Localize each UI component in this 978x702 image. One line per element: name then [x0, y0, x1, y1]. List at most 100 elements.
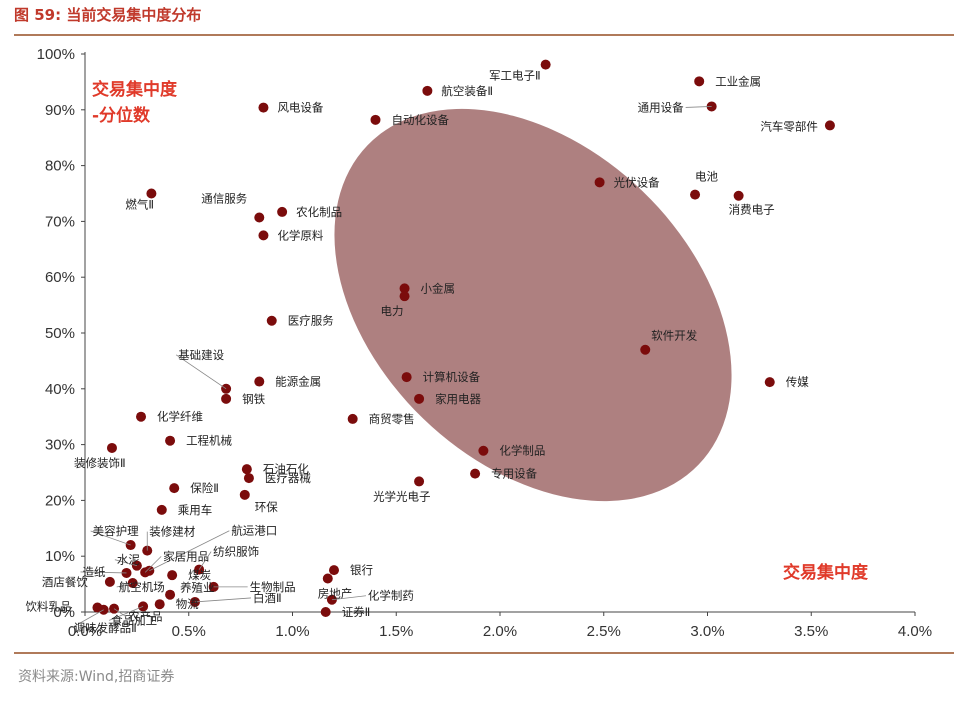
y-tick-label: 80% [45, 158, 75, 175]
data-point [764, 377, 775, 388]
x-axis-title: 交易集中度 [783, 562, 869, 583]
leader-line [175, 354, 227, 390]
leader-line [149, 530, 230, 572]
data-point [540, 59, 551, 70]
point-label: 专用设备 [491, 467, 537, 481]
point-label: 美容护理 [93, 524, 139, 538]
point-label: 化学制药 [368, 589, 414, 603]
x-tick-label: 2.5% [587, 623, 621, 640]
point-label: 造纸 [83, 565, 106, 579]
leader-line [108, 606, 144, 621]
title-rule [14, 34, 954, 36]
x-tick-label: 1.5% [379, 623, 413, 640]
point-label: 医疗服务 [288, 314, 334, 328]
x-tick-label: 2.0% [483, 623, 517, 640]
point-label: 基础建设 [178, 348, 224, 362]
data-point [414, 476, 425, 487]
data-point [146, 188, 157, 199]
axes: 0% 10% 20% 30% 40% 50% 60% 70% 80% 90% 100% 0.0% 0.5… [37, 46, 932, 640]
leader-line [331, 595, 366, 601]
point-label: 小金属 [421, 281, 456, 295]
scatter-chart: 0% 10% 20% 30% 40% 50% 60% 70% 80% 90% 100% 0.0% 0.5… [25, 46, 932, 640]
y-tick-label: 50% [45, 325, 75, 342]
data-point [254, 376, 265, 387]
data-point [347, 413, 358, 424]
data-point [277, 206, 288, 217]
data-point [136, 411, 147, 422]
point-label: 商贸零售 [369, 412, 415, 426]
data-point [258, 102, 269, 113]
data-point [104, 576, 115, 587]
point-label: 化学原料 [277, 228, 323, 242]
point-label: 银行 [350, 563, 373, 577]
point-label: 房地产 [318, 587, 353, 601]
data-point [733, 190, 744, 201]
y-tick-label: 30% [45, 437, 75, 454]
point-label: 通信服务 [201, 191, 247, 205]
data-point [399, 291, 410, 302]
point-label: 计算机设备 [423, 370, 481, 384]
highlight-ellipse [334, 108, 732, 502]
point-label: 石油石化 [263, 462, 309, 476]
x-tick-label: 3.5% [794, 623, 828, 640]
point-label: 工程机械 [186, 434, 232, 448]
data-point [165, 589, 176, 600]
x-tick-label: 0.5% [172, 623, 206, 640]
point-label: 纺织服饰 [213, 545, 259, 559]
leader-line [194, 597, 252, 603]
data-point [414, 393, 425, 404]
highlight-ellipse-layer [334, 108, 732, 502]
point-label: 医疗器械 [265, 471, 311, 485]
point-label: 电力 [381, 304, 404, 318]
point-label: 煤炭 [188, 568, 211, 582]
point-label: 物流 [176, 597, 199, 611]
point-label: 电池 [695, 170, 718, 184]
figure-title: 图 59: 当前交易集中度分布 [14, 6, 202, 24]
point-label: 水泥 [117, 553, 140, 567]
data-point [329, 565, 339, 576]
point-label: 装修建材 [149, 525, 195, 539]
point-label: 通用设备 [638, 100, 684, 114]
point-label: 工业金属 [715, 74, 761, 88]
point-label: 钢铁 [242, 392, 265, 406]
data-point [254, 212, 265, 223]
data-point [401, 372, 412, 383]
data-point [243, 473, 254, 484]
data-point [169, 483, 180, 494]
point-label: 传媒 [786, 375, 809, 389]
point-label: 消费电子 [729, 203, 775, 217]
data-point [370, 114, 381, 125]
y-tick-label: 70% [45, 213, 75, 230]
point-label: 军工电子Ⅱ [489, 69, 541, 83]
data-point [154, 599, 165, 610]
x-tick-label: 4.0% [898, 623, 932, 640]
data-point [640, 344, 651, 355]
point-label: 食品加工 [111, 613, 157, 627]
point-label: 光伏设备 [614, 175, 660, 189]
data-point [594, 177, 605, 188]
leader-line [144, 556, 162, 573]
point-label: 保险Ⅱ [190, 481, 219, 495]
data-point [422, 85, 433, 96]
data-point [694, 76, 705, 87]
point-label: 自动化设备 [392, 113, 450, 127]
point-label: 航空装备Ⅱ [441, 84, 493, 98]
point-label: 家居用品 [163, 549, 209, 563]
leader-line [90, 530, 131, 546]
point-label: 调味发酵品Ⅱ [74, 621, 137, 635]
point-label: 环保 [255, 500, 278, 514]
data-point [221, 393, 232, 404]
data-point [470, 468, 481, 479]
leader-line [116, 582, 133, 588]
point-label: 生物制品 [250, 580, 296, 594]
leader-line [685, 106, 712, 108]
y-axis-title-line-2: -分位数 [92, 105, 151, 126]
data-point [241, 464, 252, 475]
data-point [266, 315, 277, 326]
point-label: 养殖业 [180, 581, 215, 595]
point-label: 航空机场 [119, 580, 165, 594]
data-point [239, 489, 250, 500]
leader-line [80, 571, 127, 574]
point-label: 软件开发 [651, 329, 697, 343]
